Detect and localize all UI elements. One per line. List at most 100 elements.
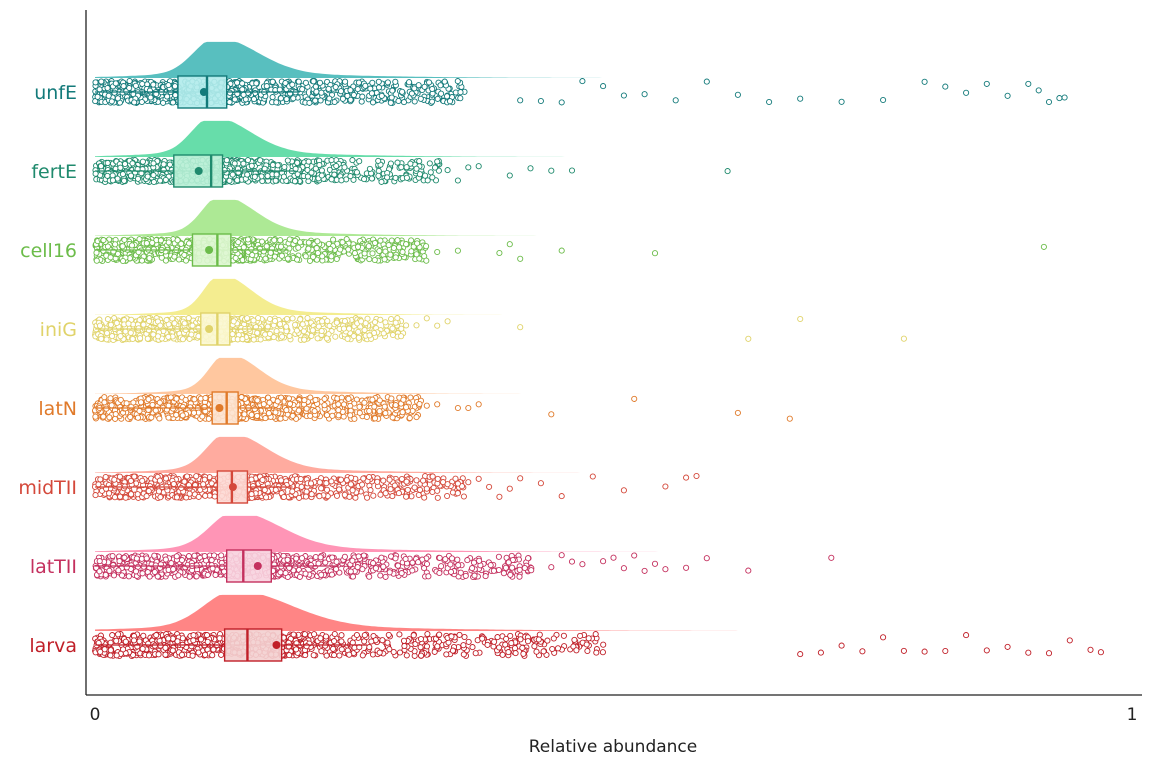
data-point — [266, 330, 273, 337]
data-point — [104, 159, 111, 167]
data-point — [112, 411, 119, 418]
data-point — [331, 98, 338, 106]
data-point — [377, 237, 384, 244]
data-point — [290, 95, 297, 102]
data-point — [171, 253, 178, 260]
data-point — [93, 257, 100, 264]
data-point — [179, 403, 186, 410]
outlier-point — [434, 248, 441, 256]
outlier-point — [496, 249, 503, 257]
data-point — [355, 334, 362, 341]
data-point — [100, 237, 107, 244]
data-point — [371, 256, 378, 264]
outlier-point — [672, 97, 679, 104]
data-point — [269, 94, 276, 101]
outlier-point — [403, 241, 410, 248]
data-point — [98, 335, 105, 342]
data-point — [384, 79, 391, 86]
data-point — [97, 163, 105, 170]
data-point — [318, 89, 325, 96]
data-point — [327, 245, 334, 253]
data-point — [426, 79, 433, 86]
data-point — [400, 396, 407, 403]
data-point — [301, 336, 308, 343]
data-point — [333, 255, 340, 263]
data-point — [240, 160, 247, 167]
row-fertE — [92, 120, 738, 188]
data-point — [323, 335, 330, 342]
data-point — [294, 256, 301, 263]
data-point — [280, 173, 287, 180]
data-point — [337, 246, 344, 253]
data-point — [335, 407, 342, 414]
data-point — [107, 321, 114, 328]
data-point — [389, 325, 396, 332]
data-point — [202, 394, 209, 402]
data-point — [305, 245, 312, 252]
data-point — [446, 98, 454, 105]
data-point — [138, 98, 145, 106]
data-point — [381, 403, 388, 410]
data-point — [387, 99, 394, 106]
data-point — [263, 243, 270, 250]
data-point — [341, 318, 348, 325]
data-point — [182, 326, 189, 334]
data-point — [342, 78, 349, 85]
data-point — [127, 172, 135, 179]
data-point — [302, 253, 309, 260]
outlier-point — [434, 322, 441, 329]
data-point — [126, 84, 133, 92]
data-point — [413, 165, 420, 172]
data-point — [226, 177, 233, 184]
outlier-point — [371, 239, 379, 247]
data-point — [277, 243, 285, 250]
data-point — [252, 248, 259, 255]
data-point — [389, 331, 396, 339]
data-point — [305, 239, 312, 246]
data-point — [182, 257, 190, 264]
data-point — [441, 78, 448, 85]
data-point — [244, 157, 252, 164]
data-point — [289, 315, 296, 322]
data-point — [145, 396, 152, 403]
data-point — [163, 316, 170, 324]
data-point — [361, 399, 368, 406]
outlier-point — [527, 165, 534, 172]
outlier-point — [548, 411, 555, 418]
outlier-point — [475, 163, 482, 170]
data-point — [240, 244, 247, 251]
data-point — [394, 237, 401, 244]
data-point — [150, 172, 157, 179]
data-point — [388, 395, 395, 402]
row-cell16 — [92, 199, 1047, 267]
data-point — [121, 160, 129, 168]
outlier-point — [600, 83, 607, 90]
data-point — [190, 409, 198, 416]
data-point — [429, 85, 436, 93]
data-point — [119, 171, 126, 178]
data-point — [406, 79, 413, 86]
data-point — [185, 315, 192, 322]
data-point — [103, 405, 110, 412]
outlier-point — [983, 80, 990, 87]
outlier-point — [703, 78, 710, 85]
data-point — [265, 394, 272, 401]
data-point — [421, 83, 428, 90]
data-point — [294, 159, 301, 166]
data-point — [165, 414, 172, 421]
data-point — [125, 320, 132, 327]
data-point — [96, 86, 103, 93]
data-point — [312, 97, 319, 104]
data-point — [226, 99, 233, 106]
data-point — [143, 240, 150, 247]
data-point — [388, 94, 395, 101]
data-point — [231, 96, 238, 103]
outlier-point — [423, 402, 430, 409]
data-point — [136, 407, 143, 415]
outlier-point — [579, 78, 586, 85]
data-point — [354, 86, 361, 93]
data-point — [264, 172, 271, 180]
data-point — [231, 160, 238, 167]
data-point — [146, 318, 153, 325]
data-point — [117, 164, 124, 171]
